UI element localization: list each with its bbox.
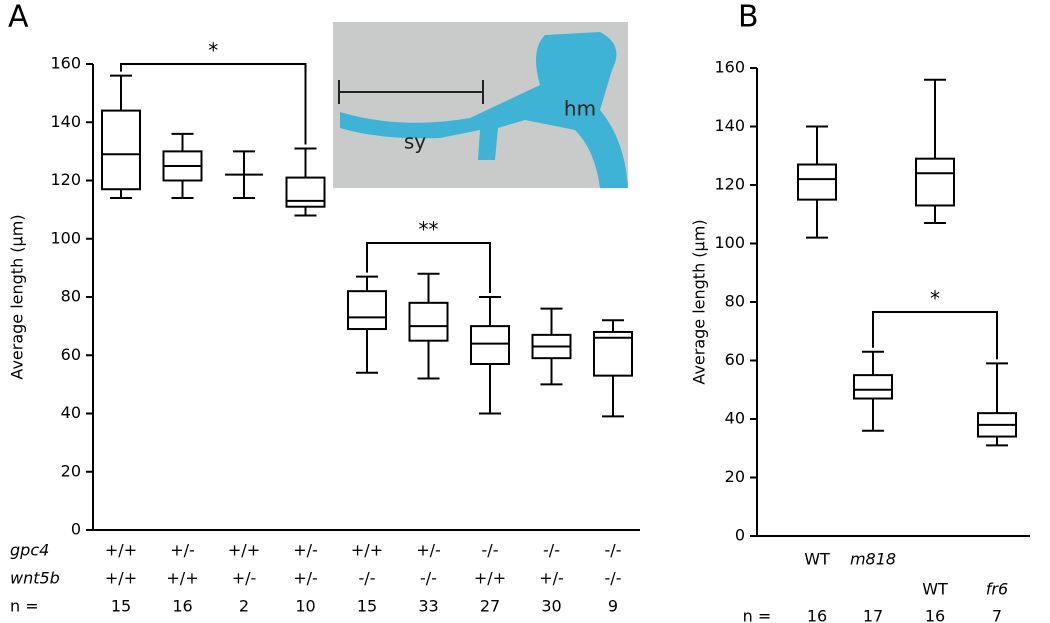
category-label: -/- [605,541,622,560]
box [915,157,955,207]
category-label: -/- [420,569,437,588]
category-label: 30 [541,597,561,616]
inset-label: hm [564,97,596,121]
box [470,325,510,365]
category-label: +/+ [105,541,137,560]
significance-label: * [930,287,940,311]
significance-bracket [366,242,491,293]
y-tick-label: 120 [714,175,745,194]
category-label: +/+ [105,569,137,588]
inset-label: sy [404,130,426,154]
category-label: +/+ [351,541,383,560]
category-label: 27 [480,597,500,616]
panel-letter: A [8,0,29,35]
y-tick-label: 160 [714,58,745,77]
n-label: n = [743,607,772,623]
category-label: +/- [293,541,318,560]
significance-bracket [120,63,307,145]
box [853,374,893,400]
category-label: +/+ [228,541,260,560]
category-label: 16 [172,597,192,616]
n-value: 16 [925,607,945,623]
category-label: m818 [850,550,896,569]
y-tick-label: 80 [725,292,745,311]
y-tick-label: 20 [61,461,81,480]
y-tick-label: 160 [50,54,81,73]
category-label: -/- [359,569,376,588]
box [347,290,387,331]
y-tick-label: 80 [61,287,81,306]
y-tick-label: 100 [714,233,745,252]
category-label: 15 [111,597,131,616]
y-tick-label: 0 [735,526,745,545]
inset-photo [333,22,628,188]
significance-label: * [208,39,218,63]
category-label: +/- [539,569,564,588]
y-tick-label: 60 [61,345,81,364]
category-label: -/- [482,541,499,560]
y-tick-label: 0 [71,520,81,539]
y-tick-label: 120 [50,170,81,189]
category-label: -/- [605,569,622,588]
category-label: +/+ [474,569,506,588]
row-label: gpc4 [10,541,49,560]
y-axis-label: Average length (µm) [690,219,709,384]
y-tick-label: 100 [50,228,81,247]
y-tick-label: 40 [61,403,81,422]
box [593,330,633,377]
box [101,109,141,191]
box [408,301,449,342]
category-label: +/- [416,541,441,560]
inset-cartilage [340,32,628,188]
row-label: wnt5b [10,569,60,588]
category-label: WT [804,550,830,569]
category-label: +/- [232,569,257,588]
y-tick-label: 140 [714,116,745,135]
row-label: n = [10,597,39,616]
category-label: +/- [293,569,318,588]
category-label: WT [922,580,948,599]
category-label: +/+ [166,569,198,588]
n-value: 7 [992,607,1002,623]
box [285,176,326,208]
y-tick-label: 60 [725,350,745,369]
box [797,163,837,201]
category-label: -/- [543,541,560,560]
n-value: 17 [863,607,883,623]
category-label: +/- [170,541,195,560]
n-value: 16 [807,607,827,623]
y-tick-label: 40 [725,409,745,428]
y-tick-label: 20 [725,467,745,486]
y-tick-label: 140 [50,112,81,131]
significance-label: ** [419,218,439,242]
y-axis-label: Average length (µm) [8,214,27,379]
significance-bracket [872,311,998,360]
category-label: 9 [608,597,618,616]
category-label: 10 [295,597,315,616]
panel-letter: B [738,0,759,35]
category-label: 33 [418,597,438,616]
category-label: 2 [239,597,249,616]
category-label: 15 [357,597,377,616]
category-label: fr6 [986,580,1008,599]
